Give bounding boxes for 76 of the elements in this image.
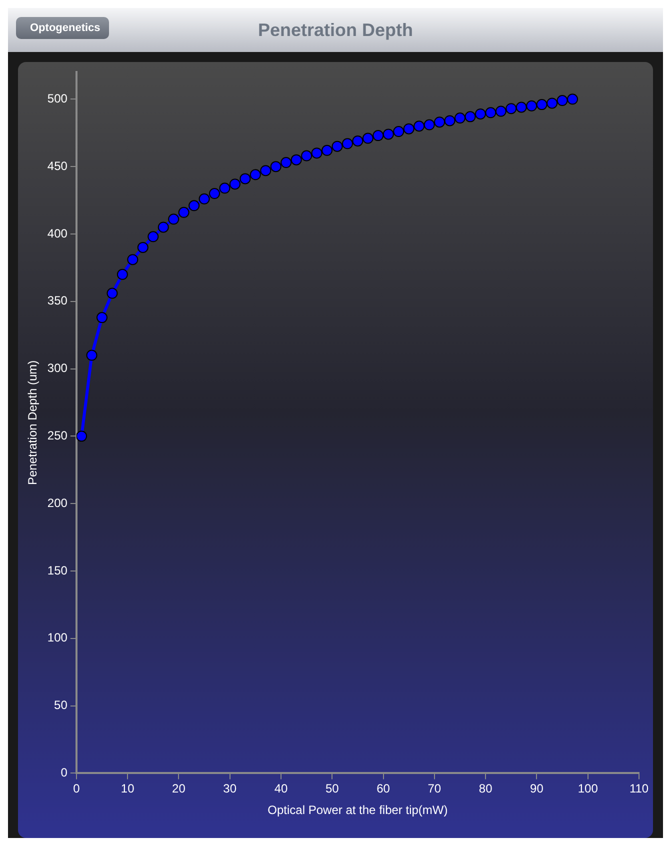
point xyxy=(137,242,148,253)
point xyxy=(495,106,506,117)
point xyxy=(322,144,333,156)
point xyxy=(485,107,496,118)
point xyxy=(372,130,384,142)
point xyxy=(444,115,456,126)
y-tick-label: 500 xyxy=(47,91,68,106)
y-tick-label: 100 xyxy=(47,630,68,645)
point xyxy=(219,182,230,194)
point xyxy=(280,157,292,168)
x-axis-title: Optical Power at the fiber tip(mW) xyxy=(268,803,448,818)
y-tick-label: 50 xyxy=(54,698,68,712)
point xyxy=(506,103,517,114)
y-tick-label: 450 xyxy=(47,158,68,173)
point xyxy=(352,135,364,146)
point xyxy=(240,173,251,184)
point xyxy=(382,128,394,140)
y-tick-label: 150 xyxy=(47,563,68,578)
point xyxy=(567,94,578,105)
point xyxy=(556,95,568,106)
point xyxy=(342,138,353,150)
text: Optogenetics xyxy=(16,17,110,39)
point xyxy=(464,111,476,122)
point xyxy=(116,268,128,280)
point xyxy=(270,161,282,172)
x-tick-label: 50 xyxy=(325,782,340,796)
y-tick-label: 350 xyxy=(47,294,68,308)
point xyxy=(76,430,88,442)
point xyxy=(526,100,538,112)
point xyxy=(127,254,138,266)
x-tick-label: 20 xyxy=(172,782,186,796)
point xyxy=(290,154,302,166)
y-tick-label: 400 xyxy=(47,226,68,240)
x-tick-label: 10 xyxy=(120,782,135,796)
point xyxy=(424,119,435,130)
x-tick-label: 30 xyxy=(223,782,237,796)
x-tick-label: 0 xyxy=(73,782,80,796)
point xyxy=(301,150,312,162)
point xyxy=(454,112,466,124)
y-axis-title: Penetration Depth (um) xyxy=(26,360,40,486)
point xyxy=(332,140,343,152)
point xyxy=(178,206,190,218)
point xyxy=(414,120,425,132)
point xyxy=(168,214,180,225)
x-tick-label: 70 xyxy=(428,782,442,796)
x-tick-label: 40 xyxy=(274,782,288,796)
x-tick-label: 110 xyxy=(629,782,649,796)
point xyxy=(474,108,486,120)
point xyxy=(86,350,98,361)
point xyxy=(434,116,446,128)
x-tick-label: 100 xyxy=(578,782,598,796)
y-tick-label: 300 xyxy=(47,361,68,376)
point xyxy=(188,200,200,212)
point xyxy=(403,123,414,134)
x-tick-label: 80 xyxy=(478,782,493,796)
point xyxy=(393,126,404,138)
point xyxy=(311,148,322,159)
point xyxy=(148,231,159,242)
y-tick-label: 200 xyxy=(47,496,68,510)
point xyxy=(516,102,527,113)
chart-title: Penetration Depth xyxy=(258,20,413,40)
point xyxy=(250,169,261,180)
x-tick-label: 60 xyxy=(376,782,390,796)
point xyxy=(158,222,169,233)
point xyxy=(546,98,558,109)
point xyxy=(362,132,374,144)
point xyxy=(106,288,118,299)
point xyxy=(209,188,220,200)
point xyxy=(198,193,210,204)
point xyxy=(229,178,240,190)
point xyxy=(536,99,548,110)
y-tick-label: 0 xyxy=(60,766,68,780)
point xyxy=(96,312,108,324)
point xyxy=(260,165,272,176)
y-tick-label: 250 xyxy=(47,428,68,442)
x-tick-label: 90 xyxy=(530,782,544,796)
